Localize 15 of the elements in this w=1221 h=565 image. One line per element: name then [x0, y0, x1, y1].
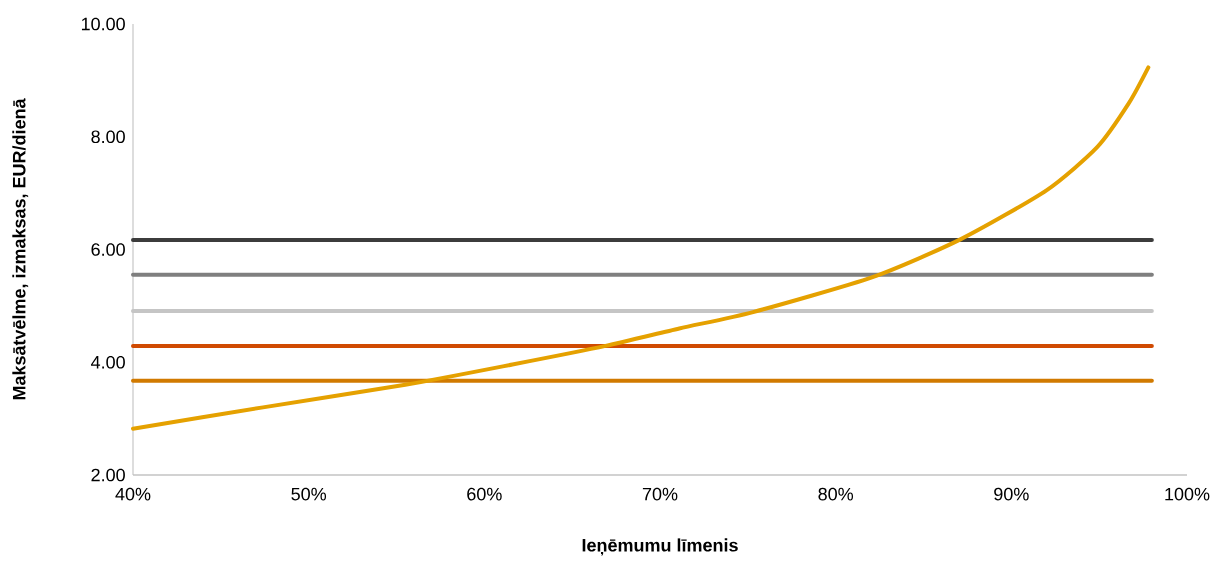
y-tick-label: 8.00 — [91, 130, 125, 144]
x-tick-label: 70% — [642, 487, 678, 501]
y-tick-label: 2.00 — [91, 468, 125, 482]
y-tick-label: 10.00 — [81, 17, 125, 31]
x-tick-label: 90% — [994, 487, 1029, 501]
y-axis-title: Maksātvēlme, izmaksas, EUR/dienā — [12, 98, 29, 400]
y-tick-label: 6.00 — [91, 243, 125, 256]
y-tick-label: 4.00 — [91, 355, 125, 369]
x-axis-title: Ieņēmumu līmenis — [582, 538, 738, 556]
x-tick-label: 80% — [818, 487, 854, 501]
x-tick-label: 50% — [291, 487, 327, 501]
x-tick-label: 60% — [467, 487, 502, 501]
line-series — [131, 65, 1151, 431]
x-tick-label: 100% — [1165, 487, 1210, 501]
x-tick-label: 40% — [115, 487, 151, 501]
